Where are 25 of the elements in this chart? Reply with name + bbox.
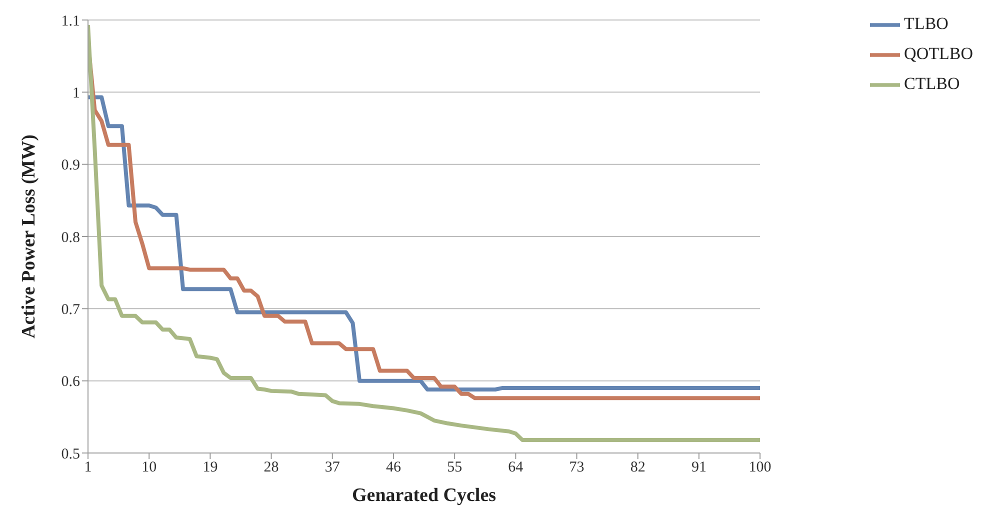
x-tick-label: 91 (691, 460, 706, 476)
y-tick-label: 0.9 (61, 158, 80, 174)
x-tick-label: 46 (386, 460, 402, 476)
x-tick-label: 55 (447, 460, 462, 476)
legend-label: TLBO (904, 14, 948, 33)
x-tick-label: 37 (324, 460, 340, 476)
legend-label: CTLBO (904, 74, 960, 94)
y-tick-label: 0.8 (61, 230, 80, 246)
y-tick-label: 0.5 (61, 446, 80, 462)
x-tick-label: 73 (569, 460, 584, 476)
x-tick-label: 10 (142, 460, 157, 476)
y-tick-label: 1.1 (61, 13, 80, 30)
y-tick-label: 0.6 (61, 374, 80, 390)
x-tick-label: 19 (202, 460, 218, 476)
y-axis-title: Active Power Loss (MW) (18, 134, 40, 338)
x-tick-label: 64 (508, 460, 524, 476)
line-series (88, 95, 760, 392)
x-tick-label: 82 (630, 460, 646, 476)
x-tick-label: 28 (264, 460, 279, 476)
x-tick-label: 100 (748, 460, 772, 476)
x-axis-title: Genarated Cycles (352, 485, 496, 506)
x-tick-label: 1 (84, 460, 92, 476)
y-tick-label: 0.7 (61, 302, 80, 318)
legend-label: QOTLBO (904, 44, 973, 64)
y-tick-label: 1 (72, 85, 80, 102)
